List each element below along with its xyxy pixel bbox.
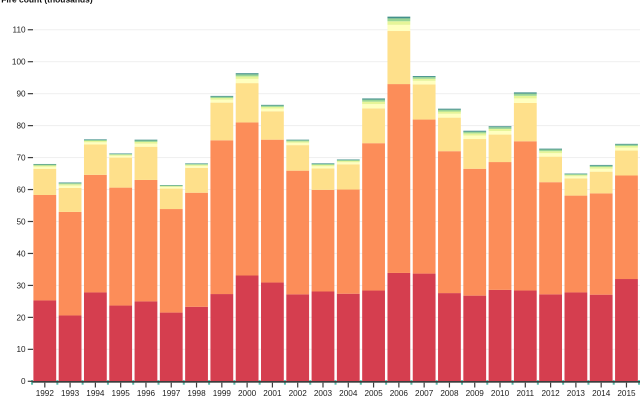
svg-text:2002: 2002 <box>289 389 308 398</box>
svg-text:0: 0 <box>21 377 26 386</box>
svg-text:2014: 2014 <box>592 389 611 398</box>
svg-text:110: 110 <box>13 26 26 35</box>
svg-text:2004: 2004 <box>339 389 358 398</box>
svg-text:1992: 1992 <box>36 389 55 398</box>
svg-text:2007: 2007 <box>415 389 434 398</box>
svg-text:1993: 1993 <box>61 389 80 398</box>
svg-text:50: 50 <box>16 217 26 226</box>
svg-text:2012: 2012 <box>541 389 560 398</box>
svg-text:1994: 1994 <box>86 389 105 398</box>
svg-text:90: 90 <box>16 90 26 99</box>
svg-text:2005: 2005 <box>364 389 383 398</box>
svg-text:1995: 1995 <box>112 389 131 398</box>
svg-text:70: 70 <box>16 153 26 162</box>
svg-text:60: 60 <box>16 185 26 194</box>
svg-text:2000: 2000 <box>238 389 257 398</box>
svg-text:30: 30 <box>16 281 26 290</box>
svg-text:2013: 2013 <box>567 389 586 398</box>
svg-text:2006: 2006 <box>390 389 409 398</box>
svg-text:10: 10 <box>16 345 26 354</box>
svg-text:80: 80 <box>16 122 26 131</box>
svg-text:2011: 2011 <box>517 389 535 398</box>
svg-text:2015: 2015 <box>617 389 636 398</box>
svg-text:1997: 1997 <box>162 389 181 398</box>
svg-text:1999: 1999 <box>213 389 232 398</box>
svg-text:Fire count (thousands): Fire count (thousands) <box>1 0 93 4</box>
svg-text:2001: 2001 <box>263 389 282 398</box>
svg-text:20: 20 <box>16 313 26 322</box>
svg-text:2003: 2003 <box>314 389 333 398</box>
svg-text:100: 100 <box>12 58 26 67</box>
svg-text:2010: 2010 <box>491 389 510 398</box>
svg-text:2009: 2009 <box>466 389 485 398</box>
svg-text:40: 40 <box>16 249 26 258</box>
svg-text:1996: 1996 <box>137 389 156 398</box>
svg-text:2008: 2008 <box>440 389 459 398</box>
svg-text:1998: 1998 <box>187 389 206 398</box>
